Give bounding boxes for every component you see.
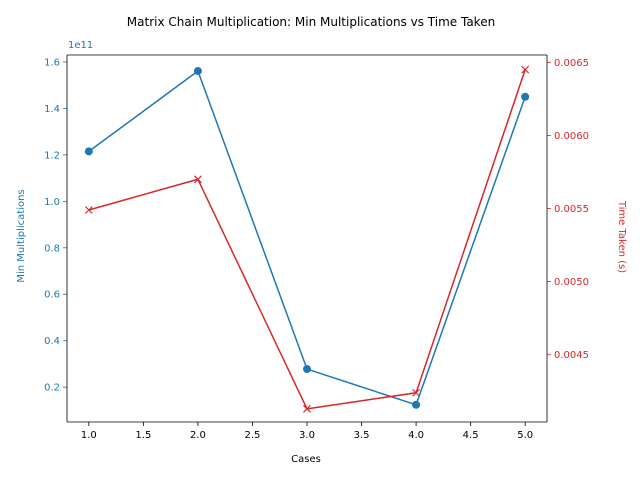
- series-left-point: [193, 67, 202, 76]
- right-y-tick-label: 0.0055: [554, 204, 589, 215]
- x-tick-label: 2.5: [245, 430, 261, 441]
- left-y-tick-label: 0.4: [44, 336, 60, 347]
- x-tick-label: 1.5: [135, 430, 151, 441]
- series-left-point: [412, 400, 421, 409]
- right-y-tick-label: 0.0045: [554, 350, 589, 361]
- left-y-tick-label: 0.6: [44, 290, 60, 301]
- series-left-point: [84, 147, 93, 156]
- left-y-tick-label: 1.0: [44, 197, 60, 208]
- series-right-point: [193, 175, 202, 184]
- left-y-tick-label: 1.6: [44, 57, 60, 68]
- series-right-point: [412, 388, 421, 397]
- left-y-tick-label: 0.2: [44, 383, 60, 394]
- left-y-tick-label: 1.4: [44, 104, 60, 115]
- left-y-tick-label: 1.2: [44, 150, 60, 161]
- series-left-point: [303, 365, 311, 374]
- series-right-point: [303, 404, 311, 413]
- chart-title: Matrix Chain Multiplication: Min Multipl…: [127, 15, 495, 29]
- left-axis-label: Min Multiplications: [16, 189, 27, 282]
- x-axis-label: Cases: [291, 454, 321, 465]
- right-y-tick-label: 0.0060: [554, 131, 589, 142]
- right-y-tick-label: 0.0050: [554, 277, 589, 288]
- left-axis-offset-label: 1e11: [68, 40, 93, 51]
- x-tick-label: 4.0: [408, 430, 424, 441]
- left-y-tick-label: 0.8: [44, 243, 60, 254]
- right-y-tick-label: 0.0065: [554, 58, 589, 69]
- series-right-point: [521, 65, 530, 74]
- series-left-point: [521, 92, 530, 101]
- x-tick-label: 5.0: [517, 430, 533, 441]
- x-tick-label: 2.0: [190, 430, 206, 441]
- x-tick-label: 3.5: [354, 430, 370, 441]
- x-tick-label: 1.0: [81, 430, 97, 441]
- series-left-line: [88, 70, 526, 406]
- x-tick-label: 3.0: [299, 430, 315, 441]
- series-right-point: [84, 206, 93, 214]
- right-axis-label: Time Taken (s): [616, 200, 627, 273]
- x-tick-label: 4.5: [463, 430, 479, 441]
- series-right-line: [88, 69, 526, 410]
